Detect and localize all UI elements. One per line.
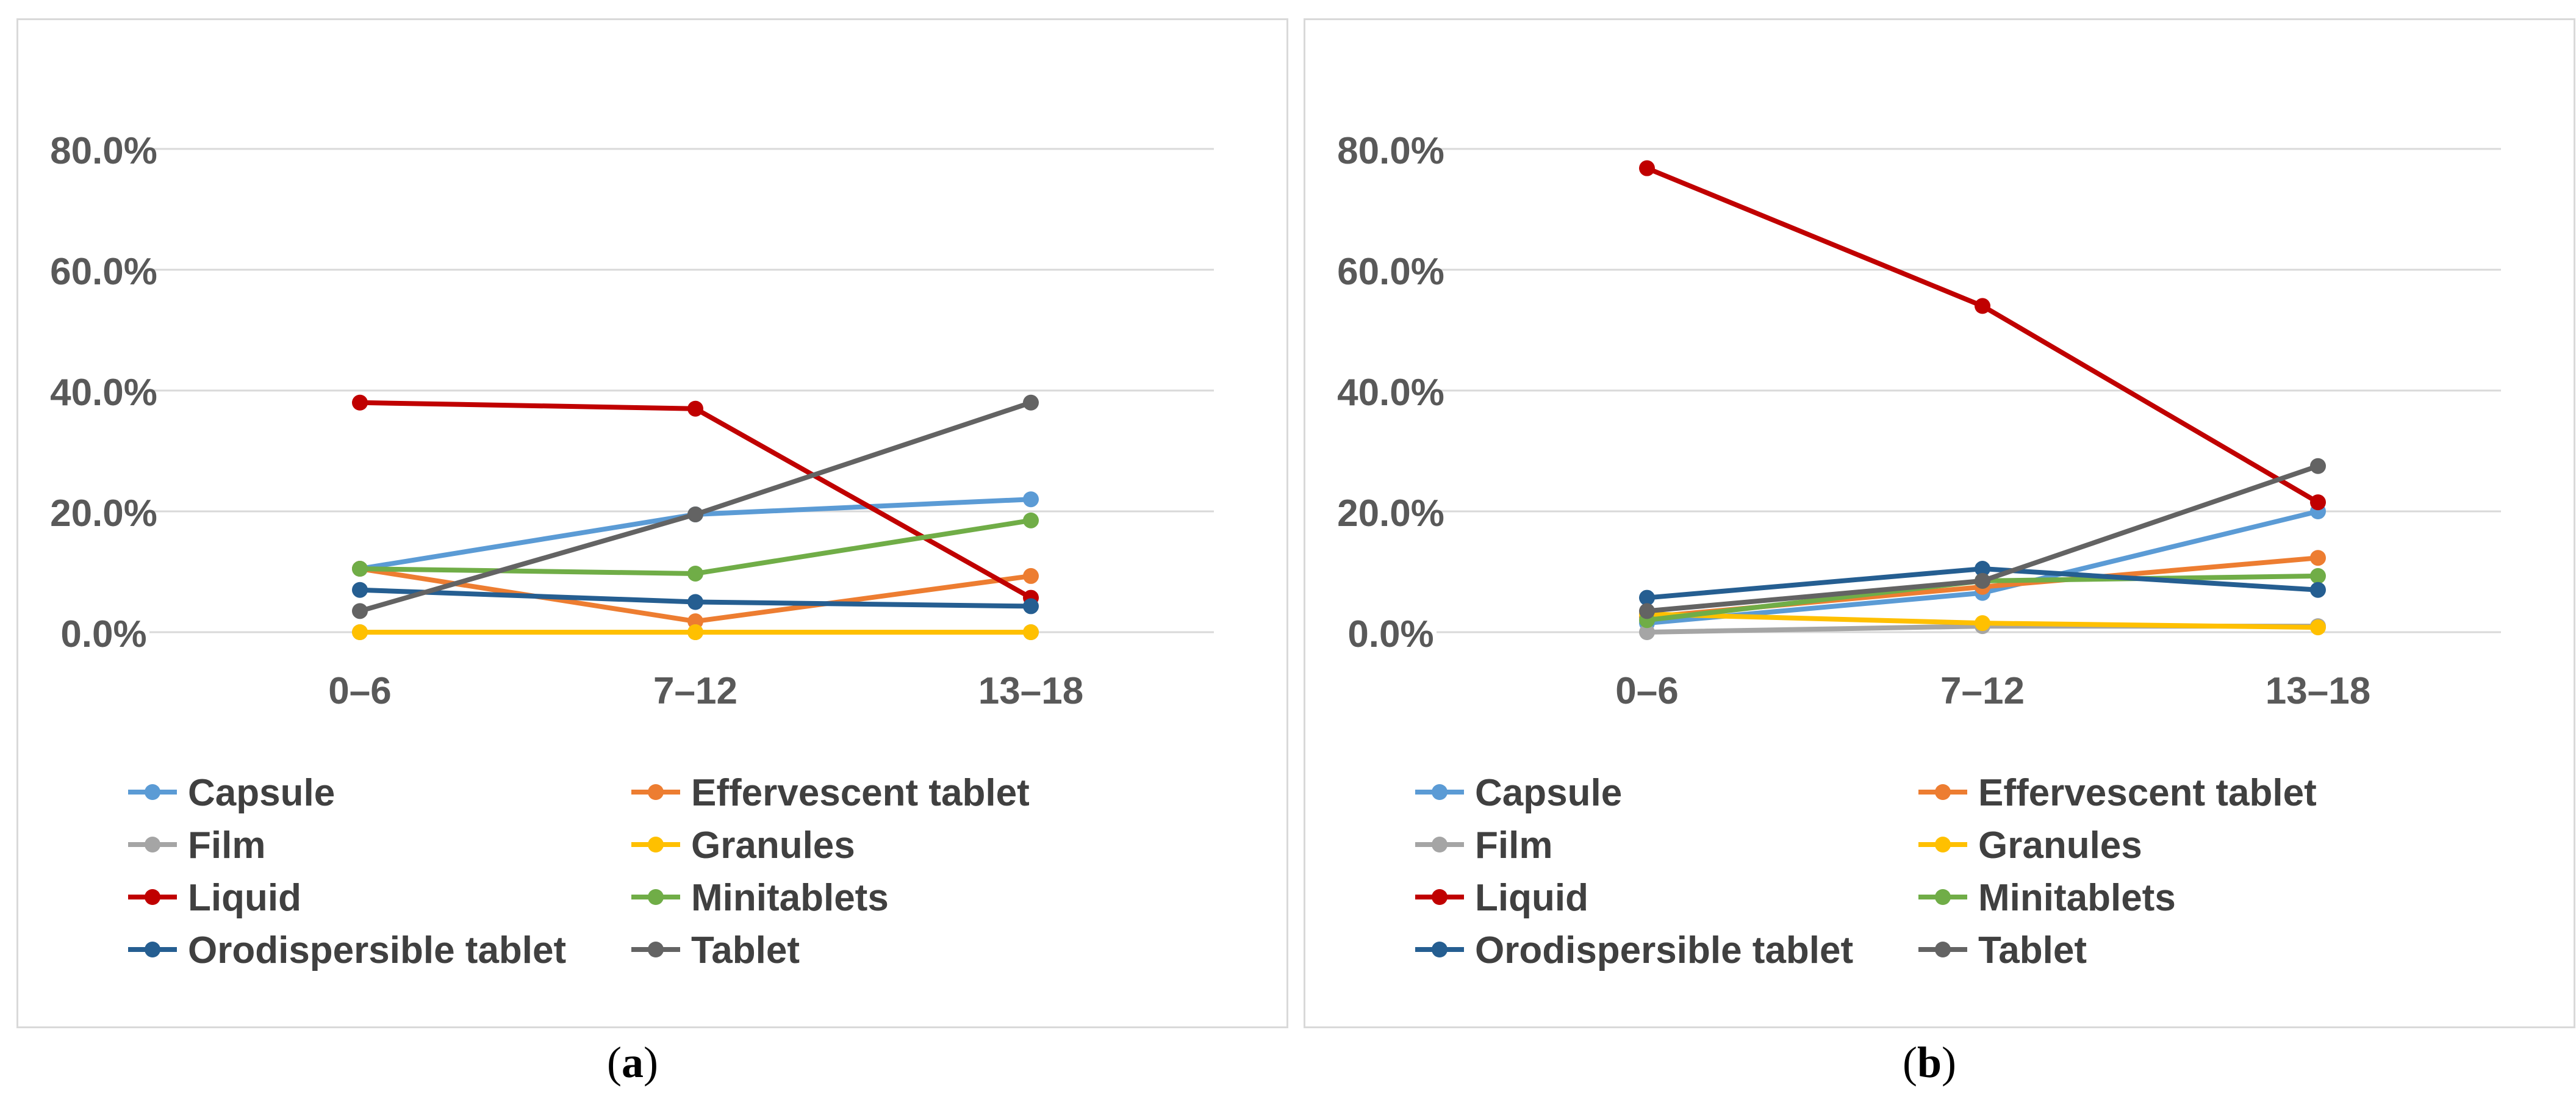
data-point-tablet [2310,458,2326,474]
series-line-minitablets [359,517,1031,576]
data-point-effervescent-tablet [2310,550,2326,566]
data-point-minitablets [2310,568,2326,584]
legend-swatch-marker [1935,942,1951,957]
data-point-minitablets [687,565,703,582]
x-tick-label: 7–12 [653,670,737,712]
data-point-tablet [1023,394,1039,411]
caption-b-letter: b [1917,1038,1942,1087]
data-point-capsule [1023,491,1039,508]
legend-label: Film [188,824,265,867]
legend-swatch-marker [648,784,664,800]
legend-label: Liquid [1475,877,1588,919]
y-tick-label: 60.0% [50,251,157,293]
data-point-orodispersible-tablet [2310,582,2326,598]
y-tick-label: 80.0% [50,130,157,172]
data-point-liquid [1975,298,1990,314]
line-chart-b: 0.0% 20.0% 40.0% 60.0% 80.0% 0–6 7–12 13–18 Caps… [1337,130,2501,971]
legend-swatch-marker [648,942,664,957]
data-point-granules [687,624,703,640]
x-tick-label: 13–18 [978,670,1083,712]
legend-swatch-marker [1432,889,1448,905]
data-point-orodispersible-tablet [352,582,368,598]
legend-swatch-marker [145,942,160,957]
legend-swatch-marker [1432,784,1448,800]
legend-swatch-marker [145,889,160,905]
data-point-liquid [2310,494,2326,511]
legend-label: Granules [691,824,855,867]
data-point-tablet [1639,603,1655,619]
legend-label: Capsule [1475,772,1622,814]
data-point-orodispersible-tablet [687,594,703,610]
legend-label: Effervescent tablet [1978,772,2317,814]
legend-label: Minitablets [1978,877,2176,919]
data-point-tablet [1975,572,1990,589]
chart-panel-a: 0.0% 20.0% 40.0% 60.0% 80.0% 0–6 7–12 13–18 Caps… [16,18,1288,1028]
legend-swatch-marker [648,889,664,905]
chart-panel-b: 0.0% 20.0% 40.0% 60.0% 80.0% 0–6 7–12 13–18 Caps… [1304,18,2575,1028]
caption-b: (b) [1902,1038,1956,1087]
legend-swatch-marker [648,837,664,852]
y-tick-label: 20.0% [50,492,157,535]
data-point-granules [1023,624,1039,640]
data-point-liquid [687,400,703,417]
data-point-granules [1975,615,1990,632]
data-point-tablet [687,506,703,522]
data-point-tablet [352,603,368,619]
legend-label: Orodispersible tablet [188,929,566,971]
x-tick-label: 7–12 [1940,670,2025,712]
series-line-liquid [1646,165,2320,505]
x-tick-label: 0–6 [1615,670,1678,712]
y-tick-label: 20.0% [1337,492,1444,535]
data-point-film [1639,624,1655,640]
data-point-granules [352,624,368,640]
data-point-liquid [352,394,368,411]
y-tick-label: 80.0% [1337,130,1444,172]
legend-label: Liquid [188,877,301,919]
legend-label: Film [1475,824,1552,867]
y-tick-label: 0.0% [60,613,146,655]
caption-a-letter: a [622,1038,644,1087]
legend-swatch-marker [1432,837,1448,852]
data-point-effervescent-tablet [687,613,703,630]
legend-swatch-marker [1935,784,1951,800]
legend-label: Orodispersible tablet [1475,929,1853,971]
y-tick-label: 40.0% [50,372,157,414]
y-tick-label: 40.0% [1337,372,1444,414]
legend-swatch-marker [145,837,160,852]
data-point-orodispersible-tablet [1639,589,1655,606]
legend-label: Granules [1978,824,2142,867]
legend-label: Capsule [188,772,335,814]
legend-swatch-marker [145,784,160,800]
legend-label: Tablet [1978,929,2087,971]
data-point-orodispersible-tablet [1023,598,1039,614]
y-tick-label: 0.0% [1347,613,1433,655]
data-point-effervescent-tablet [1023,568,1039,584]
data-point-minitablets [352,561,368,577]
legend-swatch-marker [1935,889,1951,905]
legend-label: Effervescent tablet [691,772,1030,814]
x-tick-label: 13–18 [2266,670,2370,712]
legend-label: Tablet [691,929,800,971]
legend-label: Minitablets [691,877,889,919]
legend-swatch-marker [1432,942,1448,957]
y-tick-label: 60.0% [1337,251,1444,293]
line-chart-a: 0.0% 20.0% 40.0% 60.0% 80.0% 0–6 7–12 13–18 Caps… [50,130,1214,971]
caption-a: (a) [607,1038,658,1087]
data-point-orodispersible-tablet [1975,561,1990,577]
data-point-minitablets [1023,512,1039,528]
data-point-liquid [1639,160,1655,176]
legend-swatch-marker [1935,837,1951,852]
x-tick-label: 0–6 [328,670,391,712]
data-point-granules [2310,619,2326,636]
